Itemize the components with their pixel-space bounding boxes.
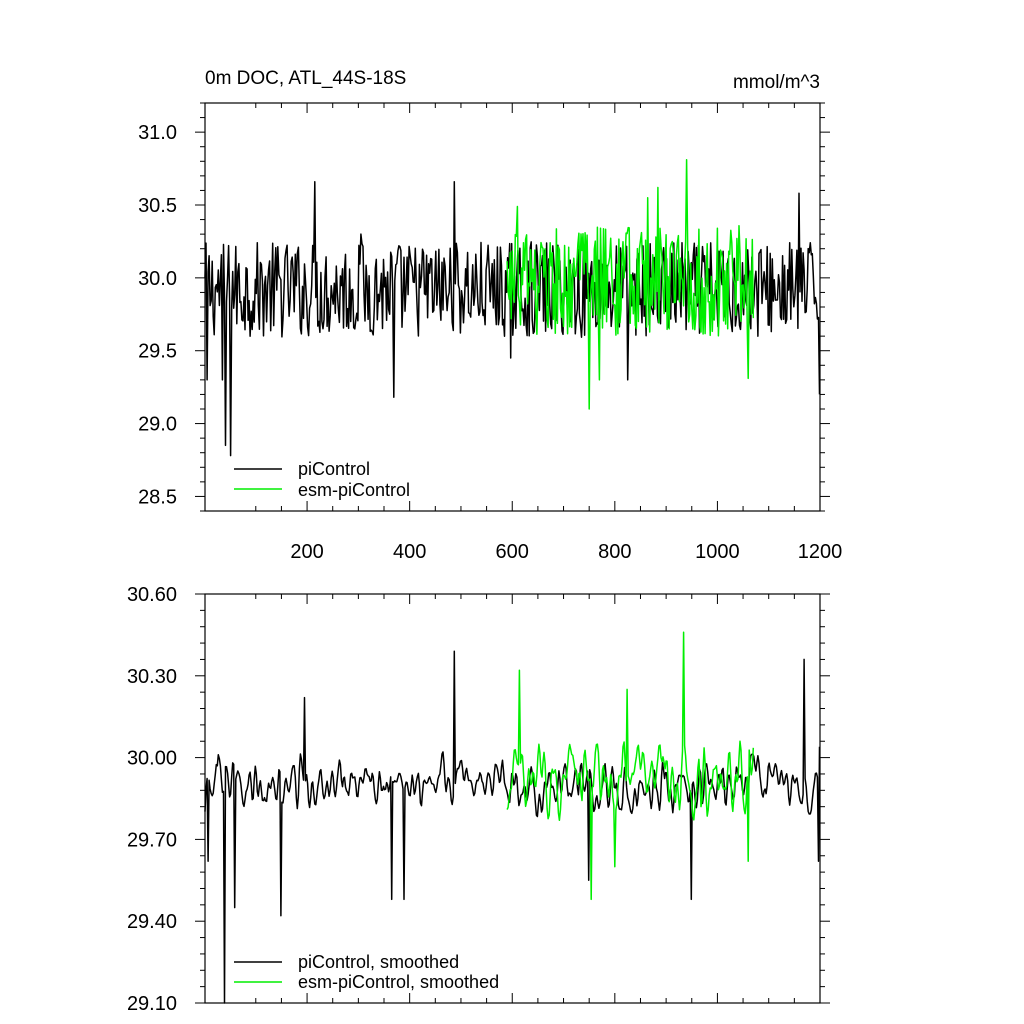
bottom-y-tick-label: 29.10 (127, 993, 177, 1015)
top-x-tick-label: 800 (598, 541, 631, 563)
top-y-tick-label: 30.0 (138, 268, 177, 290)
bottom-y-tick-label: 30.30 (127, 666, 177, 688)
top-y-tick-label: 30.5 (138, 195, 177, 217)
top-y-tick-label: 29.0 (138, 414, 177, 436)
bottom-y-tick-label: 29.70 (127, 829, 177, 851)
top-panel: 0m DOC, ATL_44S-18S mmol/m^3 200 400 600 80… (138, 68, 842, 563)
bottom-y-tick-label: 30.60 (127, 584, 177, 606)
bottom-plot-frame (204, 593, 821, 1004)
top-legend: piControl esm-piControl (234, 459, 410, 500)
top-axes: 200 400 600 800 1000 1200 28.5 29.0 29.5 30.0 30.5… (138, 102, 843, 563)
top-series-line-esm-picontrol (506, 159, 755, 410)
legend-label-esm-picontrol-smoothed: esm-piControl, smoothed (298, 972, 499, 992)
bottom-series-line-picontrol-smoothed (204, 650, 821, 1004)
legend-label-picontrol-smoothed: piControl, smoothed (298, 952, 459, 972)
top-x-tick-label: 1000 (695, 541, 740, 563)
bottom-y-tick-label: 30.00 (127, 748, 177, 770)
bottom-y-tick-label: 29.40 (127, 911, 177, 933)
bottom-legend: piControl, smoothed esm-piControl, smoot… (234, 952, 499, 992)
top-x-tick-label: 1200 (798, 541, 843, 563)
bottom-panel: 29.10 29.40 29.70 30.00 30.30 30.60 piControl… (127, 584, 830, 1015)
top-x-tick-label: 600 (496, 541, 529, 563)
bottom-axes: 29.10 29.40 29.70 30.00 30.30 30.60 (127, 584, 830, 1015)
chart-title: 0m DOC, ATL_44S-18S (205, 68, 406, 89)
top-x-tick-label: 400 (393, 541, 426, 563)
top-y-tick-label: 28.5 (138, 486, 177, 508)
legend-label-picontrol: piControl (298, 459, 370, 479)
bottom-series-line-esm-picontrol-smoothed (506, 631, 755, 901)
units-label: mmol/m^3 (733, 72, 820, 93)
legend-label-esm-picontrol: esm-piControl (298, 480, 410, 500)
bottom-series-layer (204, 631, 821, 1004)
top-x-tick-label: 200 (290, 541, 323, 563)
top-series-layer (204, 159, 821, 457)
top-y-tick-label: 31.0 (138, 122, 177, 144)
top-y-tick-label: 29.5 (138, 341, 177, 363)
